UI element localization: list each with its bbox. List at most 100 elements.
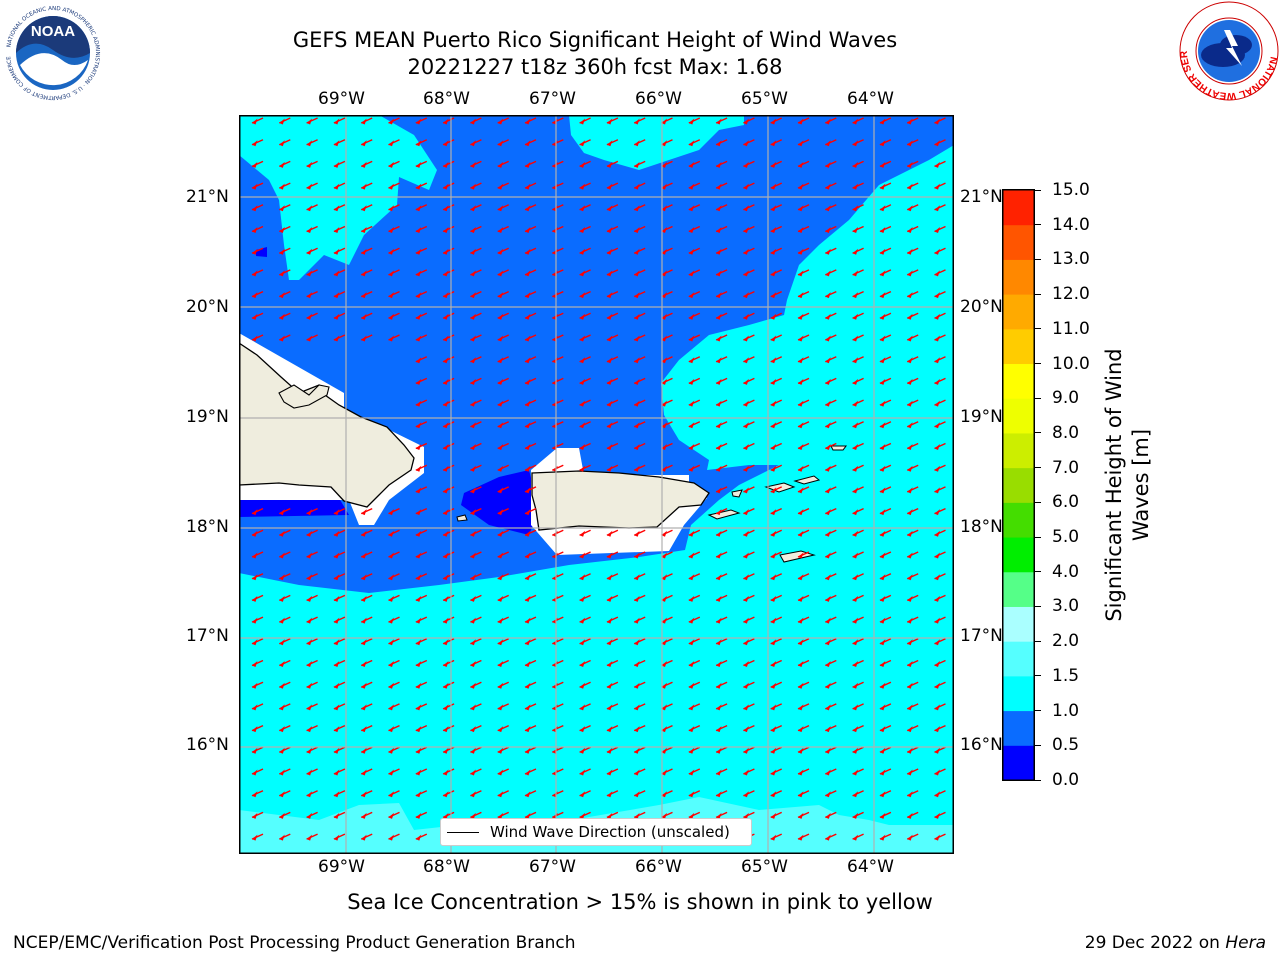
wind-arrow-head [825,357,831,364]
wind-arrow-head [525,509,531,516]
wind-arrow-head [497,292,504,299]
wind-arrow-head [934,552,940,559]
wind-arrow-head [825,595,831,602]
wind-arrow-head [743,270,749,277]
wind-arrow-head [716,444,722,450]
wind-arrow-head [497,183,504,190]
wind-arrow-head [879,118,886,125]
wind-arrow-head [825,682,831,689]
wind-arrow-head [361,140,367,147]
wind-arrow-head [333,574,340,581]
colorbar-segment [1003,363,1034,399]
wind-arrow-head [798,161,804,168]
wind-arrow-head [634,617,640,624]
wind-arrow-head [306,682,313,689]
wind-arrow-head [934,661,940,667]
wind-arrow-head [361,769,367,776]
wind-arrow-head [798,704,804,711]
wind-arrow-head [825,704,831,711]
wind-arrow-head [443,227,449,233]
wind-arrow-head [606,704,613,711]
wind-arrow-head [525,639,531,646]
wind-arrow-head [716,487,722,494]
lat-label-left: 17°N [186,626,229,646]
wind-arrow-head [579,292,586,299]
wind-arrow-head [688,704,695,711]
wind-arrow-head [252,661,258,667]
wind-arrow-head [333,595,340,602]
wind-arrow-head [306,161,313,168]
wind-arrow-head [798,617,804,624]
wind-arrow-head [634,118,640,125]
wind-arrow-head [661,617,667,624]
wind-arrow-head [415,378,422,385]
wind-arrow-head [470,639,476,646]
wind-arrow-head [361,292,367,299]
wind-arrow-head [497,270,504,277]
wind-arrow-head [852,682,859,689]
wind-arrow-head [907,530,913,537]
map-frame [239,115,954,854]
wind-arrow-head [907,248,913,255]
wind-arrow-head [443,183,449,190]
wind-arrow-head [907,335,913,342]
wind-arrow-head [934,487,940,494]
wind-arrow-head [388,161,394,168]
wind-arrow-head [525,400,531,407]
wind-arrow-head [361,183,367,190]
wind-arrow-head [798,595,804,602]
wind-arrow-head [279,248,285,255]
wind-arrow-head [825,487,831,494]
wind-arrow-head [252,118,258,125]
wind-arrow-head [879,357,886,364]
wind-arrow-head [661,161,667,168]
colorbar-segment [1003,259,1034,295]
wind-arrow-head [798,791,804,798]
wind-arrow-head [606,661,613,667]
wind-arrow-head [606,791,613,798]
lon-label-bottom: 69°W [318,857,365,877]
wind-arrow-head [661,639,667,646]
wind-arrow-head [743,812,749,819]
wind-arrow-head [497,595,504,602]
wind-arrow-head [934,682,940,689]
colorbar-segment [1003,537,1034,573]
wind-arrow-head [497,661,504,667]
wind-arrow-head [798,400,804,407]
wind-arrow-head [825,118,831,125]
wind-arrow-head [716,465,722,472]
wind-arrow-head [606,682,613,689]
wind-arrow-head [606,574,613,581]
wind-arrow-head [279,335,285,342]
wind-arrow-head [770,747,777,754]
wind-arrow-head [879,183,886,190]
colorbar-segment [1003,190,1034,226]
wind-arrow-head [688,574,695,581]
wind-arrow-head [661,726,667,733]
colorbar-segment [1003,467,1034,503]
wind-arrow-head [333,834,340,841]
wind-arrow-head [306,183,313,190]
wind-arrow-head [279,227,285,233]
wind-arrow-head [825,400,831,407]
wind-arrow-head [525,812,531,819]
wind-arrow-head [306,747,313,754]
wind-arrow-head [716,357,722,364]
wind-arrow-head [907,639,913,646]
wind-arrow-head [688,292,695,299]
wind-arrow-head [688,313,695,320]
wind-arrow-head [907,704,913,711]
colorbar-tick-label: 6.0 [1052,492,1080,513]
wind-arrow-head [497,444,504,450]
colorbar-segment [1003,328,1034,365]
wind-arrow-head [743,183,749,190]
wind-arrow-head [606,205,613,212]
wind-arrow-head [579,661,586,667]
wind-arrow-head [798,834,804,841]
wind-arrow-head [252,595,258,602]
wind-arrow-head [415,682,422,689]
wind-arrow-head [443,769,449,776]
colorbar-tick-label: 10.0 [1052,353,1090,374]
wind-arrow-head [443,465,449,472]
wind-arrow-head [688,465,695,472]
